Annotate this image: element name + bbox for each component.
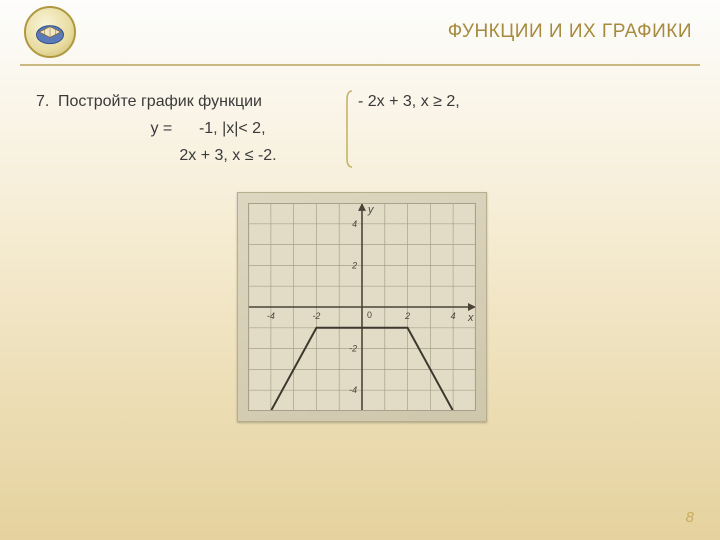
school-logo: [24, 6, 76, 58]
piece-1: - 2x + 3, x ≥ 2,: [358, 93, 460, 110]
svg-text:-4: -4: [267, 310, 275, 320]
svg-text:2: 2: [351, 260, 357, 270]
problem-number: 7.: [36, 88, 58, 115]
svg-text:-2: -2: [312, 310, 320, 320]
svg-text:x: x: [467, 311, 474, 323]
svg-text:-4: -4: [349, 385, 357, 395]
svg-text:4: 4: [352, 218, 357, 228]
svg-text:-2: -2: [349, 343, 357, 353]
svg-text:0: 0: [367, 309, 372, 319]
piece-3: 2x + 3, x ≤ -2.: [58, 142, 358, 169]
svg-text:4: 4: [451, 310, 456, 320]
page-title: ФУНКЦИИ И ИХ ГРАФИКИ: [76, 21, 696, 43]
problem-prompt: Постройте график функции: [58, 88, 358, 115]
header-rule: [20, 64, 700, 66]
piece-2: y = -1, |x|< 2,: [58, 115, 358, 142]
svg-text:y: y: [367, 203, 374, 215]
piecewise-bracket-icon: [344, 90, 354, 168]
chart-frame: -4 -2 2 4 -4 -2 2 4 0 x y: [237, 192, 487, 422]
function-chart: -4 -2 2 4 -4 -2 2 4 0 x y: [248, 203, 476, 411]
page-number: 8: [686, 509, 694, 526]
svg-text:2: 2: [404, 310, 410, 320]
problem-content: 7. Постройте график функции - 2x + 3, x …: [0, 60, 720, 422]
